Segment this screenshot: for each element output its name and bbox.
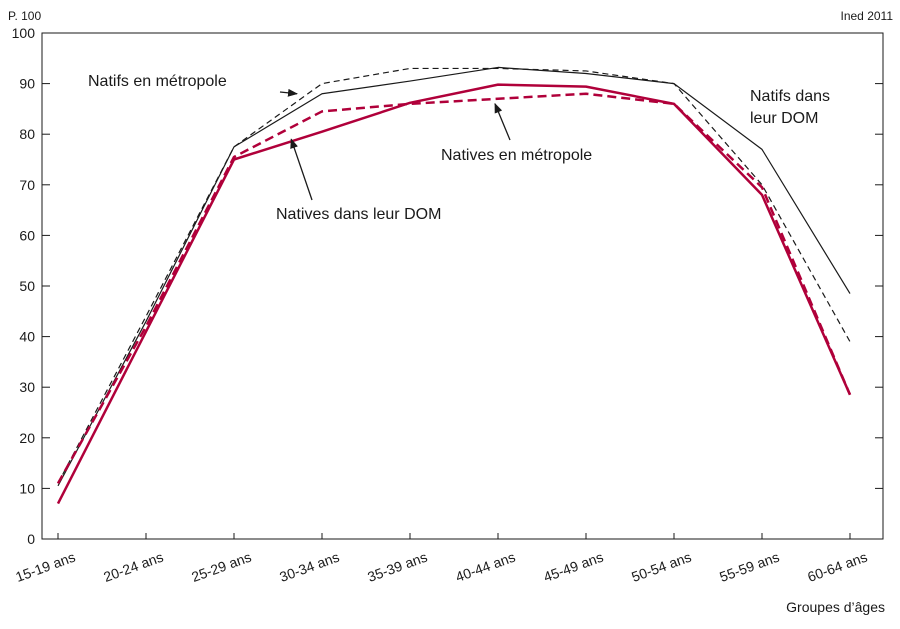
annotation-label-2: Natives en métropole xyxy=(441,147,592,164)
y-tick-label: 70 xyxy=(19,177,35,193)
annotation-label-1: Natifs en métropole xyxy=(88,73,227,90)
x-axis-title: Groupes d’âges xyxy=(786,599,885,615)
x-tick-label: 40-44 ans xyxy=(453,549,517,585)
annotation-label-4: Natifs dans leur DOM xyxy=(750,88,830,127)
y-tick-label: 40 xyxy=(19,329,35,345)
x-tick-label: 60-64 ans xyxy=(805,549,869,585)
annotations: Natifs en métropole Natives en métropole N… xyxy=(88,73,830,223)
x-tick-label: 35-39 ans xyxy=(365,549,429,585)
x-tick-label: 30-34 ans xyxy=(277,549,341,585)
y-tick-label: 30 xyxy=(19,379,35,395)
y-tick-label: 100 xyxy=(12,25,36,41)
x-tick-label: 20-24 ans xyxy=(101,549,165,585)
x-tick-label: 15-19 ans xyxy=(13,549,77,585)
x-tick-label: 25-29 ans xyxy=(189,549,253,585)
annotation-arrow-2 xyxy=(494,102,511,141)
y-tick-label: 0 xyxy=(27,531,35,547)
series-line-1 xyxy=(57,67,851,484)
y-tick-label: 10 xyxy=(19,480,35,496)
annotation-arrow-3 xyxy=(290,138,313,201)
y-tick-label: 20 xyxy=(19,430,35,446)
series-line-4 xyxy=(56,83,852,505)
x-tick-label: 45-49 ans xyxy=(541,549,605,585)
y-tick-label: 50 xyxy=(19,278,35,294)
series-line-2 xyxy=(57,66,851,487)
y-tick-label: 80 xyxy=(19,126,35,142)
series-line-3 xyxy=(56,92,852,484)
y-tick-label: 60 xyxy=(19,227,35,243)
x-tick-label: 50-54 ans xyxy=(629,549,693,585)
y-axis: 0 10 20 30 40 50 60 70 80 90 100 xyxy=(12,25,883,547)
source-label: Ined 2011 xyxy=(841,9,894,23)
annotation-arrow-1 xyxy=(279,88,298,97)
y-tick-label: 90 xyxy=(19,76,35,92)
series-layer xyxy=(56,66,852,505)
x-axis: 15-19 ans 20-24 ans 25-29 ans 30-34 ans 35-3… xyxy=(13,533,869,585)
unit-label: P. 100 xyxy=(8,9,41,23)
annotation-label-3: Natives dans leur DOM xyxy=(276,206,441,223)
x-tick-label: 55-59 ans xyxy=(717,549,781,585)
